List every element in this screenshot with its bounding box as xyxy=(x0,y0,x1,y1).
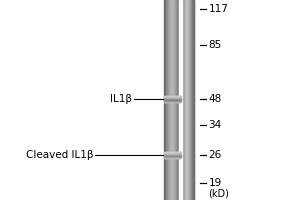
Bar xyxy=(164,152,181,153)
Bar xyxy=(179,0,182,200)
Bar xyxy=(164,98,181,99)
Bar xyxy=(164,156,181,157)
Text: 117: 117 xyxy=(208,4,228,14)
Text: 34: 34 xyxy=(208,120,222,130)
Bar xyxy=(164,96,181,97)
Text: (kD): (kD) xyxy=(208,188,230,198)
Text: 26: 26 xyxy=(208,150,222,160)
Bar xyxy=(164,100,181,101)
Bar xyxy=(164,97,181,98)
Text: IL1β: IL1β xyxy=(110,94,132,104)
Text: 85: 85 xyxy=(208,40,222,50)
Text: 48: 48 xyxy=(208,94,222,104)
Bar xyxy=(164,157,181,158)
Bar xyxy=(164,153,181,154)
Text: 19: 19 xyxy=(208,178,222,188)
Bar xyxy=(164,101,181,102)
Bar xyxy=(164,155,181,156)
Bar xyxy=(164,99,181,100)
Text: Cleaved IL1β: Cleaved IL1β xyxy=(26,150,93,160)
Bar xyxy=(164,154,181,155)
